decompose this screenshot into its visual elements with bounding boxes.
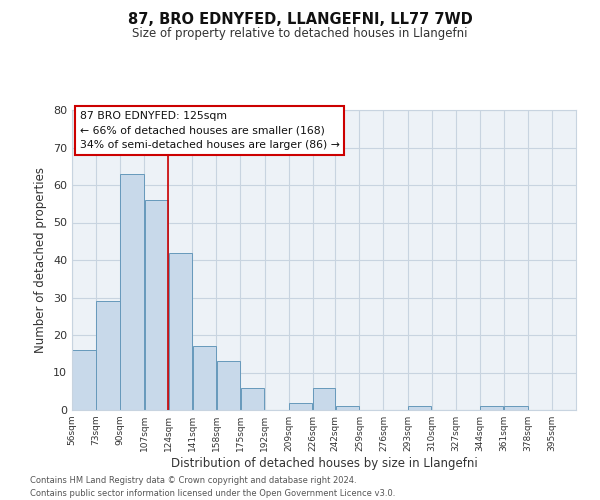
Y-axis label: Number of detached properties: Number of detached properties [34,167,47,353]
Bar [145,200,168,410]
Text: Contains HM Land Registry data © Crown copyright and database right 2024.
Contai: Contains HM Land Registry data © Crown c… [30,476,395,498]
Bar [313,388,335,410]
Bar [504,406,527,410]
Bar [480,406,503,410]
Bar [335,406,359,410]
Bar [121,174,144,410]
Bar [169,252,192,410]
X-axis label: Distribution of detached houses by size in Llangefni: Distribution of detached houses by size … [170,457,478,470]
Bar [241,388,264,410]
Bar [73,350,96,410]
Bar [97,301,120,410]
Bar [217,361,240,410]
Bar [193,346,216,410]
Text: 87 BRO EDNYFED: 125sqm
← 66% of detached houses are smaller (168)
34% of semi-de: 87 BRO EDNYFED: 125sqm ← 66% of detached… [80,110,340,150]
Bar [408,406,431,410]
Text: 87, BRO EDNYFED, LLANGEFNI, LL77 7WD: 87, BRO EDNYFED, LLANGEFNI, LL77 7WD [128,12,472,28]
Text: Size of property relative to detached houses in Llangefni: Size of property relative to detached ho… [132,28,468,40]
Bar [289,402,313,410]
